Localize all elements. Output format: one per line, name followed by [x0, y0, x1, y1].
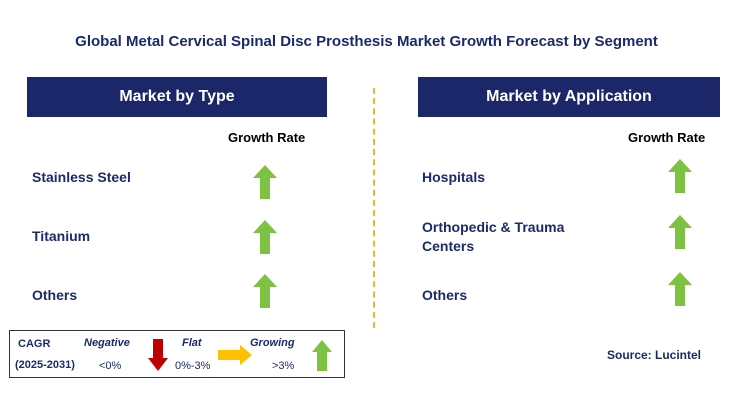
green-up-arrow-icon: [668, 159, 692, 193]
legend-flat-label: Flat: [182, 337, 202, 349]
green-up-arrow-icon: [312, 340, 332, 371]
legend-cagr-label: CAGR: [18, 338, 51, 350]
panel-divider: [373, 88, 375, 328]
chart-title: Global Metal Cervical Spinal Disc Prosth…: [75, 33, 658, 50]
legend-negative-label: Negative: [84, 337, 130, 349]
row-label-line: Orthopedic & Trauma: [422, 219, 565, 235]
yellow-right-arrow-icon: [218, 345, 252, 365]
row-label-others-application: Others: [422, 287, 468, 303]
green-up-arrow-icon: [668, 215, 692, 249]
row-label-titanium: Titanium: [32, 228, 91, 244]
legend-flat-range: 0%-3%: [175, 360, 211, 372]
left-growth-rate-label: Growth Rate: [228, 130, 306, 145]
legend-growing-label: Growing: [250, 337, 295, 349]
row-label-hospitals: Hospitals: [422, 169, 486, 185]
green-up-arrow-icon: [668, 272, 692, 306]
row-label-line: Centers: [422, 238, 475, 254]
cagr-legend: CAGR (2025-2031) Negative <0% Flat 0%-3%…: [9, 330, 345, 378]
legend-growing-range: >3%: [272, 360, 295, 372]
legend-period: (2025-2031): [15, 359, 75, 371]
legend-negative-range: <0%: [99, 360, 122, 372]
row-label-orthopedic-trauma: Orthopedic & Trauma Centers: [422, 218, 564, 256]
red-down-arrow-icon: [148, 339, 168, 371]
source-note: Source: Lucintel: [607, 348, 702, 362]
market-by-type-header: Market by Type: [27, 77, 327, 117]
green-up-arrow-icon: [253, 274, 277, 308]
green-up-arrow-icon: [253, 165, 277, 199]
row-label-stainless-steel: Stainless Steel: [32, 169, 131, 185]
green-up-arrow-icon: [253, 220, 277, 254]
market-by-application-header: Market by Application: [418, 77, 720, 117]
right-growth-rate-label: Growth Rate: [628, 130, 706, 145]
row-label-others-type: Others: [32, 287, 78, 303]
